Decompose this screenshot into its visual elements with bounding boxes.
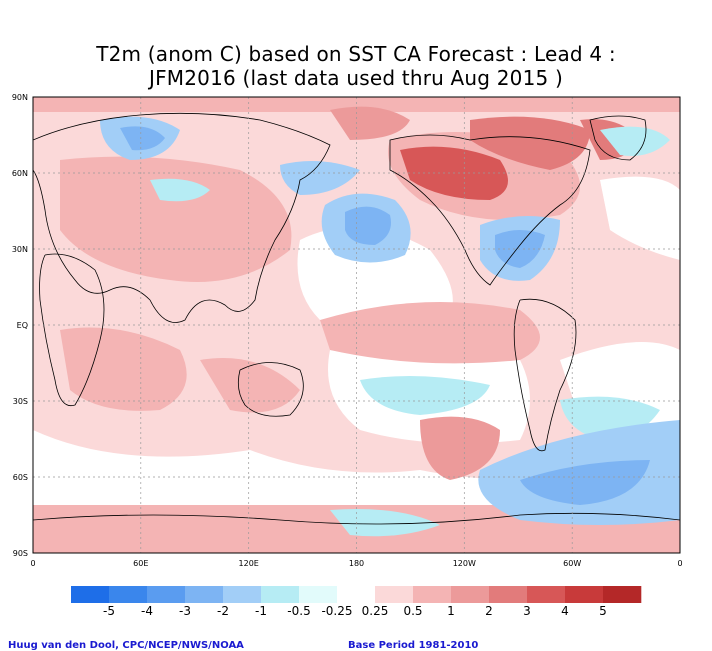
warm-canada-arctic bbox=[470, 116, 590, 170]
lon-tick-label: 120E bbox=[239, 559, 259, 568]
chart-title-line2: JFM2016 (last data used thru Aug 2015 ) bbox=[148, 66, 564, 90]
legend-tick-label: 2 bbox=[485, 604, 493, 618]
coast-antarctica bbox=[33, 512, 680, 525]
cold-region-centralasia bbox=[150, 178, 210, 202]
legend-swatch bbox=[603, 586, 642, 603]
lat-tick-label: 60N bbox=[12, 169, 28, 178]
neutral-region-natlantic bbox=[600, 176, 680, 260]
lon-tick-label: 180 bbox=[349, 559, 364, 568]
anomaly-field bbox=[33, 97, 680, 553]
legend-swatch bbox=[337, 586, 376, 603]
legend-tick-label: -5 bbox=[103, 604, 115, 618]
legend-swatch bbox=[147, 586, 186, 603]
cold-core-npacific bbox=[345, 206, 391, 245]
legend-tick-label: 4 bbox=[561, 604, 569, 618]
cold-region-spacific bbox=[360, 376, 490, 415]
legend-swatch bbox=[527, 586, 566, 603]
legend-swatch bbox=[71, 586, 110, 603]
legend-swatch bbox=[223, 586, 262, 603]
legend-swatch bbox=[109, 586, 148, 603]
lon-tick-label: 60E bbox=[133, 559, 148, 568]
legend-tick-label: 1 bbox=[447, 604, 455, 618]
lon-tick-label: 0 bbox=[30, 559, 35, 568]
lat-tick-label: 30S bbox=[13, 397, 28, 406]
color-legend bbox=[71, 586, 642, 603]
credit-text: Huug van den Dool, CPC/NCEP/NWS/NOAA bbox=[8, 640, 244, 651]
chart-title-line1: T2m (anom C) based on SST CA Forecast : … bbox=[96, 42, 616, 66]
legend-tick-label: 5 bbox=[599, 604, 607, 618]
coast-southamerica bbox=[513, 298, 577, 452]
lon-axis: 0 60E 120E 180 120W 60W 0 bbox=[30, 559, 682, 568]
legend-tick-label: -1 bbox=[255, 604, 267, 618]
warm-core-spacific bbox=[420, 416, 500, 480]
lat-tick-label: 90N bbox=[12, 93, 28, 102]
legend-tick-label: -3 bbox=[179, 604, 191, 618]
legend-swatch bbox=[489, 586, 528, 603]
lon-tick-label: 60W bbox=[563, 559, 581, 568]
cold-region-baffin bbox=[600, 126, 670, 156]
legend-tick-label: 0.25 bbox=[361, 604, 389, 618]
legend-swatch bbox=[185, 586, 224, 603]
coast-northamerica bbox=[389, 134, 591, 286]
cold-region-ross bbox=[330, 509, 440, 537]
gridlines bbox=[33, 97, 680, 553]
arctic-warm-band bbox=[33, 97, 680, 112]
legend-tick-label: 0.5 bbox=[403, 604, 423, 618]
lat-tick-label: EQ bbox=[17, 321, 28, 330]
coast-greenland bbox=[589, 115, 647, 161]
cold-region-okhotsk bbox=[280, 161, 360, 195]
legend-tick-label: -2 bbox=[217, 604, 229, 618]
lon-tick-label: 120W bbox=[453, 559, 476, 568]
coast-australia bbox=[237, 362, 304, 417]
legend-swatch bbox=[299, 586, 338, 603]
warm-region-australia bbox=[200, 358, 300, 413]
warm-core-bering bbox=[330, 106, 410, 140]
legend-tick-label: -0.5 bbox=[287, 604, 311, 618]
warm-region-eq-pacific bbox=[320, 302, 540, 364]
cold-core-siberia bbox=[120, 126, 165, 151]
lat-tick-label: 30N bbox=[12, 245, 28, 254]
legend-swatch bbox=[413, 586, 452, 603]
lat-axis: 90N 60N 30N EQ 30S 60S 90S bbox=[12, 93, 28, 558]
legend-swatch bbox=[261, 586, 300, 603]
map-frame bbox=[32, 96, 681, 554]
cold-core-southern-ocean bbox=[520, 460, 650, 505]
lon-tick-label: 0 bbox=[677, 559, 682, 568]
legend-tick-label: 3 bbox=[523, 604, 531, 618]
lat-tick-label: 90S bbox=[13, 549, 28, 558]
legend-tick-label: -4 bbox=[141, 604, 153, 618]
lat-tick-label: 60S bbox=[13, 473, 28, 482]
coast-eurasia bbox=[33, 112, 331, 323]
coastlines bbox=[33, 112, 680, 525]
legend-swatch bbox=[565, 586, 604, 603]
coast-africa bbox=[39, 253, 105, 407]
legend-swatch bbox=[451, 586, 490, 603]
legend-tick-label: -0.25 bbox=[321, 604, 353, 618]
base-period-text: Base Period 1981-2010 bbox=[348, 640, 479, 651]
warm-region-africa bbox=[60, 327, 187, 411]
legend-swatch bbox=[375, 586, 414, 603]
warm-region-asia bbox=[60, 156, 292, 282]
